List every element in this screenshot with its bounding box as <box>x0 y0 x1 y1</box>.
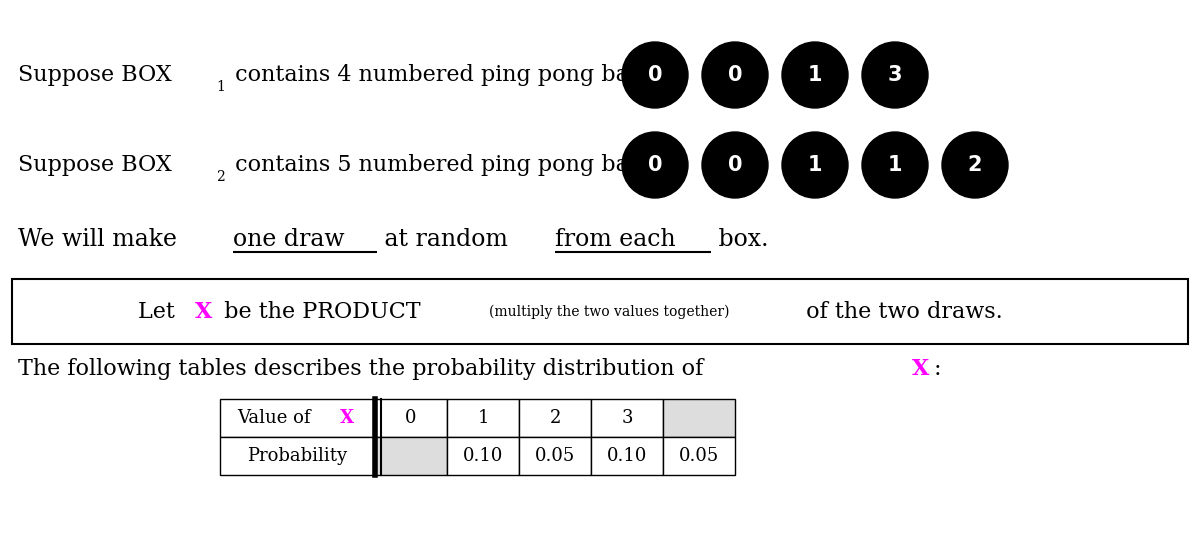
Ellipse shape <box>862 42 928 108</box>
Ellipse shape <box>702 132 768 198</box>
Text: 3: 3 <box>622 409 632 427</box>
FancyBboxPatch shape <box>662 399 734 437</box>
Text: 2: 2 <box>967 155 983 175</box>
Text: :: : <box>934 358 941 380</box>
Text: 0.05: 0.05 <box>535 447 575 465</box>
Text: 0.10: 0.10 <box>607 447 647 465</box>
Text: Value of: Value of <box>238 409 317 427</box>
Text: 2: 2 <box>550 409 560 427</box>
Text: X: X <box>340 409 354 427</box>
FancyBboxPatch shape <box>592 399 662 437</box>
Text: 0.10: 0.10 <box>463 447 503 465</box>
Text: Let: Let <box>138 301 182 323</box>
FancyBboxPatch shape <box>220 399 374 437</box>
FancyBboxPatch shape <box>374 399 446 437</box>
Text: one draw: one draw <box>233 228 344 250</box>
Ellipse shape <box>782 132 848 198</box>
FancyBboxPatch shape <box>520 437 592 475</box>
FancyBboxPatch shape <box>520 399 592 437</box>
Ellipse shape <box>702 42 768 108</box>
Text: The following tables describes the probability distribution of: The following tables describes the proba… <box>18 358 710 380</box>
Text: from each: from each <box>556 228 676 250</box>
Text: (multiply the two values together): (multiply the two values together) <box>488 305 730 319</box>
Text: contains 5 numbered ping pong balls:: contains 5 numbered ping pong balls: <box>228 154 661 176</box>
Text: 1: 1 <box>808 65 822 85</box>
Text: 2: 2 <box>216 170 226 184</box>
Text: X: X <box>911 358 929 380</box>
Text: 1: 1 <box>888 155 902 175</box>
Text: 0.05: 0.05 <box>679 447 719 465</box>
FancyBboxPatch shape <box>448 399 520 437</box>
Text: contains 4 numbered ping pong balls:: contains 4 numbered ping pong balls: <box>228 64 662 86</box>
Text: 0: 0 <box>648 65 662 85</box>
Ellipse shape <box>942 132 1008 198</box>
Text: We will make: We will make <box>18 228 185 250</box>
FancyBboxPatch shape <box>220 437 374 475</box>
Text: of the two draws.: of the two draws. <box>799 301 1003 323</box>
Text: Suppose BOX: Suppose BOX <box>18 64 172 86</box>
Text: at random: at random <box>377 228 515 250</box>
Ellipse shape <box>862 132 928 198</box>
Text: 0: 0 <box>406 409 416 427</box>
Text: 0: 0 <box>727 155 743 175</box>
Ellipse shape <box>622 132 688 198</box>
Text: box.: box. <box>712 228 769 250</box>
FancyBboxPatch shape <box>374 437 446 475</box>
Text: 3: 3 <box>888 65 902 85</box>
Ellipse shape <box>782 42 848 108</box>
Text: 1: 1 <box>808 155 822 175</box>
Text: be the PRODUCT: be the PRODUCT <box>217 301 427 323</box>
Text: X: X <box>194 301 212 323</box>
Text: 1: 1 <box>478 409 488 427</box>
FancyBboxPatch shape <box>662 437 734 475</box>
FancyBboxPatch shape <box>12 279 1188 344</box>
Text: 0: 0 <box>727 65 743 85</box>
Text: Suppose BOX: Suppose BOX <box>18 154 172 176</box>
Text: 0: 0 <box>648 155 662 175</box>
Text: 1: 1 <box>216 80 226 94</box>
FancyBboxPatch shape <box>592 437 662 475</box>
FancyBboxPatch shape <box>448 437 520 475</box>
Text: Probability: Probability <box>247 447 348 465</box>
Ellipse shape <box>622 42 688 108</box>
